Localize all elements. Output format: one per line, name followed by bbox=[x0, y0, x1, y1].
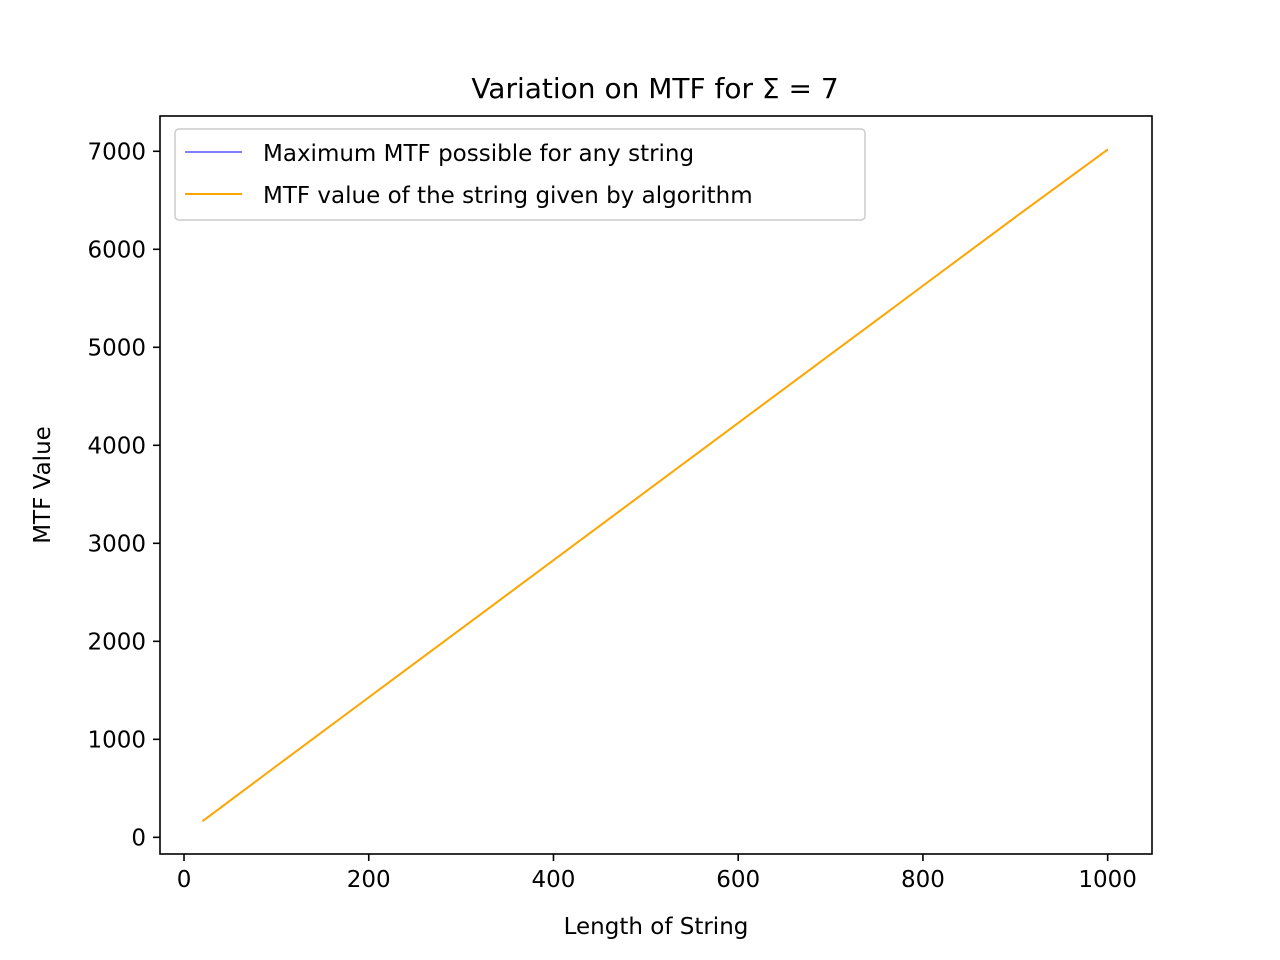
series-line-1 bbox=[201, 148, 1109, 822]
x-tick-label: 800 bbox=[901, 867, 945, 893]
legend-box bbox=[174, 128, 866, 221]
x-axis-ticks: 0 200 400 600 800 1000 bbox=[177, 854, 1137, 893]
legend-label-algorithm-mtf: MTF value of the string given by algorit… bbox=[263, 183, 753, 209]
chart-title: Variation on MTF for Σ = 7 bbox=[471, 72, 838, 105]
y-axis-ticks: 0 1000 2000 3000 4000 5000 6000 7000 bbox=[87, 139, 160, 851]
x-axis-label: Length of String bbox=[564, 914, 749, 940]
y-tick-label: 2000 bbox=[87, 629, 146, 655]
y-tick-label: 3000 bbox=[87, 531, 146, 557]
x-tick-label: 200 bbox=[347, 867, 391, 893]
x-tick-label: 1000 bbox=[1078, 867, 1137, 893]
x-tick-label: 600 bbox=[716, 867, 760, 893]
series-layer bbox=[201, 148, 1109, 822]
x-tick-label: 0 bbox=[177, 867, 192, 893]
legend: Maximum MTF possible for any string MTF … bbox=[174, 128, 866, 221]
y-tick-label: 0 bbox=[131, 825, 146, 851]
y-tick-label: 4000 bbox=[87, 433, 146, 459]
y-tick-label: 6000 bbox=[87, 237, 146, 263]
y-tick-label: 1000 bbox=[87, 727, 146, 753]
y-axis-label: MTF Value bbox=[30, 426, 56, 544]
y-tick-label: 5000 bbox=[87, 335, 146, 361]
legend-label-max-mtf: Maximum MTF possible for any string bbox=[263, 141, 694, 167]
y-tick-label: 7000 bbox=[87, 139, 146, 165]
x-tick-label: 400 bbox=[532, 867, 576, 893]
